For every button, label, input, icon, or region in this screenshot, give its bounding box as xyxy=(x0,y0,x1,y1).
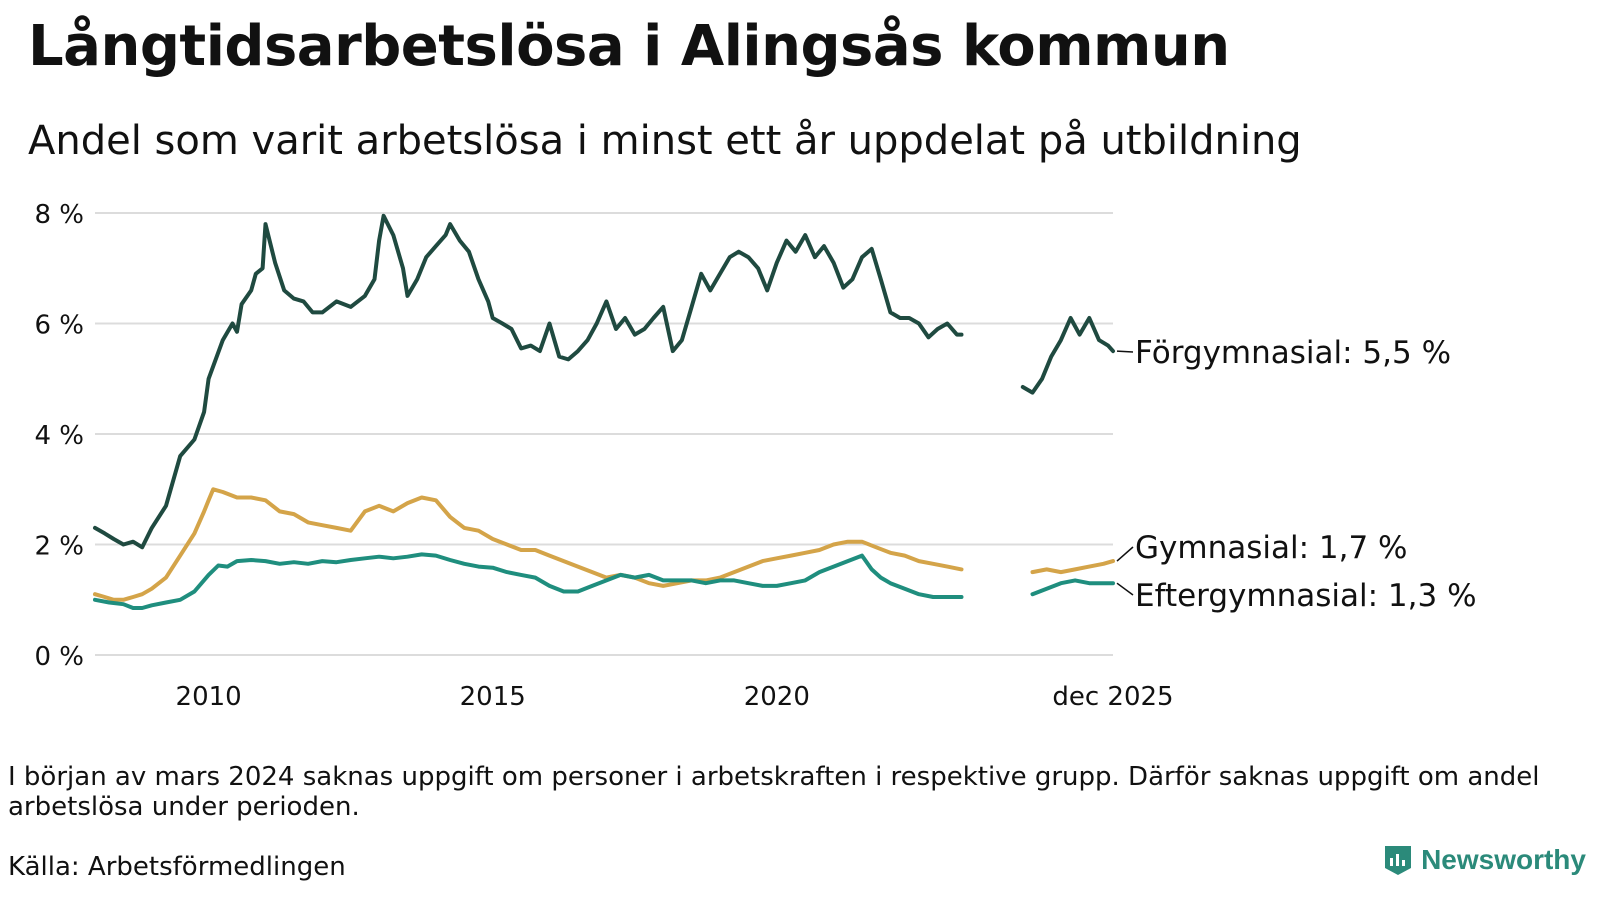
y-tick-label: 2 % xyxy=(34,532,84,562)
series-line-eftergymnasial-2 xyxy=(1030,578,1115,597)
chart-title: Långtidsarbetslösa i Alingsås kommun xyxy=(28,14,1230,79)
x-tick-label: 2015 xyxy=(460,682,526,712)
y-tick-label: 4 % xyxy=(34,421,84,451)
newsworthy-logo-icon xyxy=(1385,846,1412,875)
chart-subtitle: Andel som varit arbetslösa i minst ett å… xyxy=(28,118,1302,164)
series-line-gymnasial-2 xyxy=(1030,559,1115,575)
series-end-label: Eftergymnasial: 1,3 % xyxy=(1135,578,1477,614)
series-line-eftergymnasial-1 xyxy=(93,552,964,610)
footnote: I början av mars 2024 saknas uppgift om … xyxy=(8,762,1540,822)
series-end-label: Gymnasial: 1,7 % xyxy=(1135,530,1408,566)
source-note: Källa: Arbetsförmedlingen xyxy=(8,852,346,882)
label-leader-line xyxy=(1116,582,1134,596)
y-tick-label: 6 % xyxy=(34,311,84,341)
brand-name: Newsworthy xyxy=(1421,844,1586,875)
line-chart: 0 % 2 % 4 % 6 % 8 % 2010 2015 2020 dec 2025 Förg… xyxy=(34,200,1477,712)
x-tick-label: dec 2025 xyxy=(1052,682,1173,712)
y-tick-label: 0 % xyxy=(34,642,84,672)
label-leader-line xyxy=(1116,350,1134,353)
x-tick-label: 2010 xyxy=(176,682,242,712)
brand-logo: Newsworthy xyxy=(1383,844,1586,876)
series-line-gymnasial-1 xyxy=(93,487,964,602)
y-tick-label: 8 % xyxy=(34,200,84,230)
label-leader-line xyxy=(1116,546,1134,562)
series-line-förgymnasial-2 xyxy=(1020,316,1115,395)
series-line-förgymnasial-1 xyxy=(93,213,964,550)
series-end-label: Förgymnasial: 5,5 % xyxy=(1135,335,1451,371)
x-tick-label: 2020 xyxy=(744,682,810,712)
